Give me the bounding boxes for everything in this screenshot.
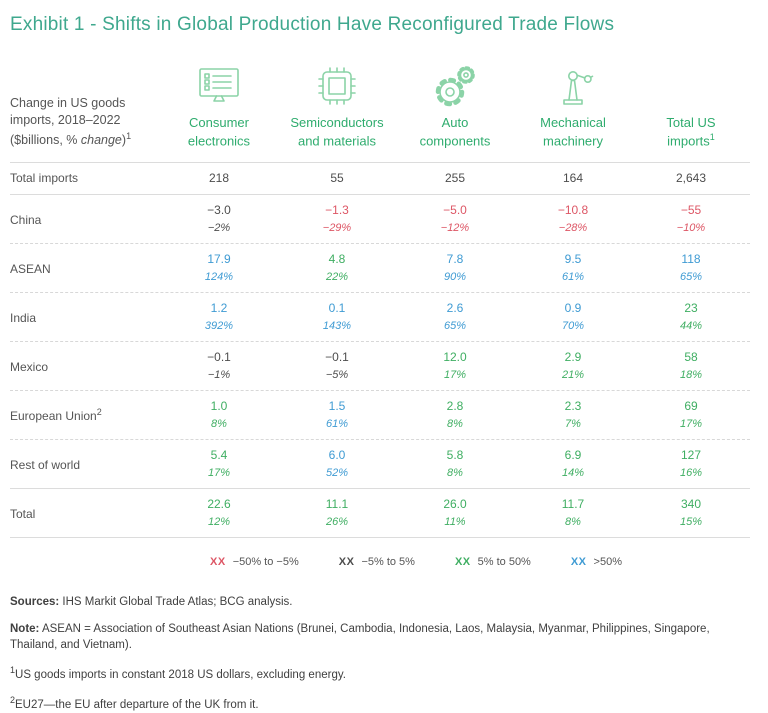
color-legend: XX −50% to −5% XX −5% to 5% XX 5% to 50% XX… xyxy=(210,556,758,568)
data-cell: 9.5 61% xyxy=(561,252,585,284)
data-cell: 69 17% xyxy=(679,399,703,431)
data-cell: −3.0 −2% xyxy=(207,203,231,235)
sources-line: Sources: IHS Markit Global Trade Atlas; … xyxy=(10,596,293,609)
row-label: ASEAN xyxy=(10,261,51,276)
data-cell: 23 44% xyxy=(679,301,703,333)
no-icon-spacer xyxy=(632,62,750,108)
column-header-mechanical-machinery: Mechanical machinery xyxy=(514,62,632,150)
data-cell: 1.2 392% xyxy=(204,301,234,333)
data-cell: 2.9 21% xyxy=(561,350,585,382)
data-cell: 1.5 61% xyxy=(325,399,349,431)
data-cell: 0.9 70% xyxy=(561,301,585,333)
data-cell: 11.1 26% xyxy=(325,497,349,529)
data-cell: 6.9 14% xyxy=(561,448,585,480)
total-imports-cell: 255 xyxy=(444,171,466,186)
table-row-india: India 1.2 392% 0.1 143% 2.6 65% 0.9 70% 23 44… xyxy=(10,293,750,343)
data-cell: 7.8 90% xyxy=(443,252,467,284)
measure-label-line1: Change in US goods xyxy=(10,96,126,111)
footer-notes: Sources: IHS Markit Global Trade Atlas; … xyxy=(10,594,758,713)
monitor-icon xyxy=(160,62,278,108)
data-cell: 2.8 8% xyxy=(446,399,464,431)
data-cell: 118 65% xyxy=(679,252,703,284)
data-cell: 12.0 17% xyxy=(443,350,467,382)
legend-item: XX −5% to 5% xyxy=(339,556,415,568)
legend-label: 5% to 50% xyxy=(477,556,531,569)
total-imports-cell: 55 xyxy=(330,171,344,186)
data-cell: −10.8 −28% xyxy=(557,203,589,235)
measure-label-line2: imports, 2018–2022 xyxy=(10,113,121,128)
legend-label: −5% to 5% xyxy=(361,556,415,569)
total-imports-cell: 2,643 xyxy=(675,171,707,186)
row-label: European Union2 xyxy=(10,406,102,423)
chip-icon xyxy=(278,62,396,108)
total-imports-cell: 164 xyxy=(562,171,584,186)
footnote-1: 1US goods imports in constant 2018 US do… xyxy=(10,665,346,681)
data-cell: −5.0 −12% xyxy=(440,203,470,235)
data-cell: −55 −10% xyxy=(676,203,706,235)
data-cell: −1.3 −29% xyxy=(322,203,352,235)
data-cell: 22.6 12% xyxy=(207,497,231,529)
legend-mark: XX xyxy=(210,556,226,569)
table-row-mexico: Mexico −0.1 −1% −0.1 −5% 12.0 17% 2.9 21% 58… xyxy=(10,342,750,392)
table-row-total: Total 22.6 12% 11.1 26% 26.0 11% 11.7 8% 340… xyxy=(10,489,750,539)
table-header: Change in US goods imports, 2018–2022 ($… xyxy=(10,62,750,150)
table-row-total-imports: Total imports 218 55 255 164 2,643 xyxy=(10,162,750,196)
measure-label: Change in US goods imports, 2018–2022 ($… xyxy=(10,95,160,150)
data-cell: −0.1 −1% xyxy=(207,350,231,382)
table-row-asean: ASEAN 17.9 124% 4.8 22% 7.8 90% 9.5 61% 118 6… xyxy=(10,244,750,294)
data-cell: 6.0 52% xyxy=(325,448,349,480)
total-imports-cell: 218 xyxy=(208,171,230,186)
legend-mark: XX xyxy=(454,556,471,569)
legend-item: XX −50% to −5% xyxy=(210,556,299,568)
data-cell: 58 18% xyxy=(679,350,703,382)
column-header-consumer-electronics: Consumer electronics xyxy=(160,62,278,150)
column-header-semiconductors: Semiconductors and materials xyxy=(278,62,396,150)
table-row-rest-of-world: Rest of world 5.4 17% 6.0 52% 5.8 8% 6.9 14%… xyxy=(10,440,750,490)
row-label: India xyxy=(10,310,37,325)
column-header-total-us-imports: Total US imports1 xyxy=(632,62,750,150)
data-cell: 5.8 8% xyxy=(446,448,464,480)
note-line: Note: ASEAN = Association of Southeast A… xyxy=(10,622,710,652)
robot-arm-icon xyxy=(514,62,632,108)
table-row-china: China −3.0 −2% −1.3 −29% −5.0 −12% −10.8 −28… xyxy=(10,195,750,245)
row-label: Total imports xyxy=(10,171,79,186)
data-cell: 5.4 17% xyxy=(207,448,231,480)
legend-mark: XX xyxy=(338,556,355,569)
row-label: Mexico xyxy=(10,359,49,374)
exhibit-title: Exhibit 1 - Shifts in Global Production … xyxy=(10,14,615,35)
column-header-auto-components: Auto components xyxy=(396,62,514,150)
legend-item: XX >50% xyxy=(571,556,622,568)
footnote-2: 2EU27—the EU after departure of the UK f… xyxy=(10,694,259,711)
legend-mark: XX xyxy=(570,556,587,569)
data-cell: 127 16% xyxy=(679,448,703,480)
data-cell: 26.0 11% xyxy=(443,497,467,529)
legend-label: >50% xyxy=(593,556,622,569)
row-label: Rest of world xyxy=(10,457,81,472)
row-label: Total xyxy=(10,506,36,521)
data-cell: 2.3 7% xyxy=(564,399,582,431)
legend-label: −50% to −5% xyxy=(232,556,299,569)
measure-label-line3: ($billions, % change)1 xyxy=(10,130,132,147)
data-cell: −0.1 −5% xyxy=(325,350,349,382)
table-row-european-union: European Union2 1.0 8% 1.5 61% 2.8 8% 2.3 7%… xyxy=(10,391,750,441)
data-cell: 340 15% xyxy=(679,497,703,529)
data-cell: 2.6 65% xyxy=(443,301,467,333)
data-cell: 11.7 8% xyxy=(561,497,585,529)
data-cell: 0.1 143% xyxy=(322,301,352,333)
data-cell: 17.9 124% xyxy=(204,252,234,284)
legend-item: XX 5% to 50% xyxy=(455,556,531,568)
data-cell: 4.8 22% xyxy=(325,252,349,284)
row-label: China xyxy=(10,212,42,227)
data-cell: 1.0 8% xyxy=(210,399,228,431)
gears-icon xyxy=(396,62,514,108)
